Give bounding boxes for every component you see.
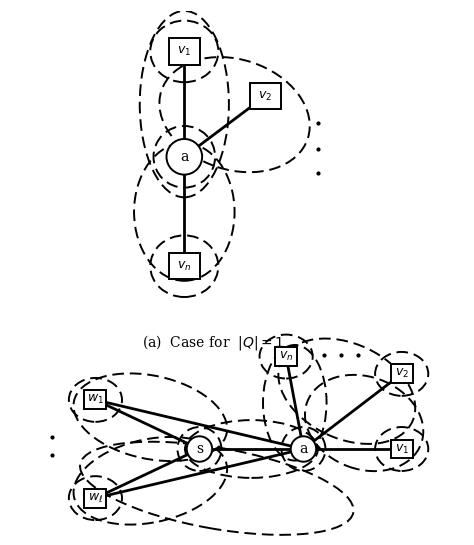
FancyBboxPatch shape [169, 38, 200, 65]
Text: (a)  Case for  $|Q| = 1$: (a) Case for $|Q| = 1$ [142, 334, 284, 352]
Circle shape [291, 437, 316, 462]
Text: $v_1$: $v_1$ [395, 443, 409, 456]
Text: $v_2$: $v_2$ [395, 367, 409, 380]
FancyBboxPatch shape [169, 253, 200, 280]
Text: a: a [299, 442, 308, 456]
Text: $v_n$: $v_n$ [279, 350, 293, 363]
Text: $w_\ell$: $w_\ell$ [88, 492, 103, 505]
Text: a: a [180, 150, 189, 164]
Text: $v_2$: $v_2$ [258, 89, 273, 102]
Text: $v_1$: $v_1$ [177, 45, 191, 58]
FancyBboxPatch shape [391, 440, 413, 458]
FancyBboxPatch shape [84, 390, 106, 409]
Text: s: s [196, 442, 203, 456]
Circle shape [187, 437, 212, 462]
Circle shape [166, 139, 202, 174]
FancyBboxPatch shape [250, 83, 281, 109]
FancyBboxPatch shape [391, 365, 413, 383]
FancyBboxPatch shape [84, 489, 106, 507]
Text: $v_n$: $v_n$ [177, 259, 191, 272]
Text: $w_1$: $w_1$ [87, 393, 104, 407]
FancyBboxPatch shape [275, 347, 297, 366]
